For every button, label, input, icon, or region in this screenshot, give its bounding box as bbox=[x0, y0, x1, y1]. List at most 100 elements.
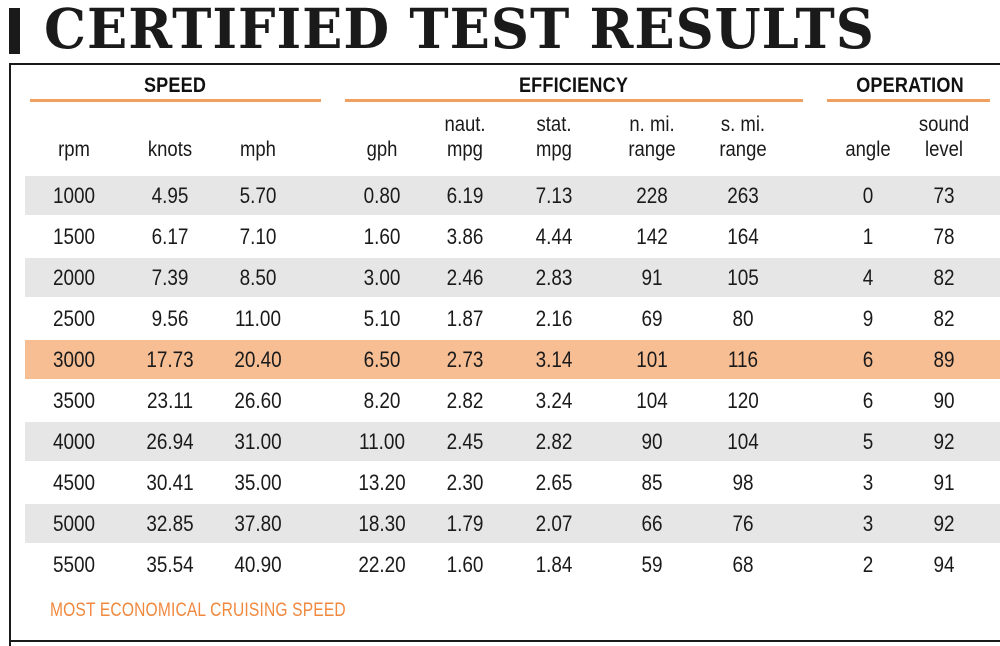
column-header-line2: range bbox=[719, 138, 767, 161]
table-row: 3500 23.11 26.60 8.20 2.82 3.24 104 120 6 90 bbox=[25, 381, 1000, 420]
table-cell-mph: 37.80 bbox=[234, 511, 282, 536]
table-cell-knots: 9.56 bbox=[151, 306, 189, 331]
table-cell-naut-mpg: 1.60 bbox=[446, 552, 484, 577]
table-cell-angle: 6 bbox=[862, 388, 874, 413]
table-cell-naut-mpg: 1.87 bbox=[446, 306, 484, 331]
column-header-line2: mpg bbox=[536, 138, 572, 161]
table-cell-sound-level: 78 bbox=[933, 224, 955, 249]
table-cell-mph: 11.00 bbox=[235, 306, 281, 331]
table-cell-naut-mpg: 6.19 bbox=[446, 183, 484, 208]
table-cell-sound-level: 91 bbox=[933, 470, 955, 495]
table-cell-gph: 1.60 bbox=[363, 224, 401, 249]
table-cell-s-mi-range: 98 bbox=[732, 470, 754, 495]
title-accent-bar bbox=[9, 8, 20, 54]
column-header-line2: mph bbox=[240, 138, 276, 161]
column-header-s-mi-range: s. mi. range bbox=[703, 112, 782, 162]
table-cell-sound-level: 82 bbox=[933, 306, 955, 331]
table-cell-n-mi-range: 85 bbox=[641, 470, 663, 495]
table-cell-s-mi-range: 263 bbox=[727, 183, 759, 208]
table-cell-sound-level: 90 bbox=[933, 388, 955, 413]
table-cell-rpm: 3000 bbox=[52, 347, 96, 372]
column-header-line2: angle bbox=[845, 138, 891, 161]
table-cell-gph: 18.30 bbox=[358, 511, 406, 536]
table-cell-n-mi-range: 101 bbox=[636, 347, 668, 372]
table-cell-n-mi-range: 69 bbox=[641, 306, 663, 331]
column-header-line1: n. mi. bbox=[629, 113, 675, 136]
column-header-line2: knots bbox=[147, 138, 193, 161]
table-cell-knots: 26.94 bbox=[146, 429, 194, 454]
table-cell-mph: 7.10 bbox=[239, 224, 277, 249]
table-cell-s-mi-range: 116 bbox=[727, 347, 759, 372]
column-header-line2: mpg bbox=[447, 138, 483, 161]
bottom-rule bbox=[9, 640, 1000, 642]
table-row-highlighted: 3000 17.73 20.40 6.50 2.73 3.14 101 116 6 89 bbox=[25, 340, 1000, 379]
table-cell-s-mi-range: 80 bbox=[732, 306, 754, 331]
table-cell-s-mi-range: 104 bbox=[727, 429, 759, 454]
group-underline-speed bbox=[30, 99, 321, 102]
table-cell-knots: 30.41 bbox=[146, 470, 194, 495]
table-cell-angle: 1 bbox=[862, 224, 874, 249]
table-cell-gph: 22.20 bbox=[358, 552, 406, 577]
table-cell-gph: 0.80 bbox=[363, 183, 401, 208]
table-cell-n-mi-range: 142 bbox=[636, 224, 668, 249]
table-cell-rpm: 5000 bbox=[52, 511, 96, 536]
left-rule bbox=[9, 63, 11, 646]
page-title: CERTIFIED TEST RESULTS bbox=[44, 0, 875, 61]
table-cell-naut-mpg: 3.86 bbox=[446, 224, 484, 249]
column-header-rpm: rpm bbox=[34, 112, 113, 162]
table-cell-gph: 13.20 bbox=[358, 470, 406, 495]
table-row: 4000 26.94 31.00 11.00 2.45 2.82 90 104 5 92 bbox=[25, 422, 1000, 461]
title-bar: CERTIFIED TEST RESULTS bbox=[0, 0, 1000, 62]
group-label-efficiency: EFFICIENCY bbox=[518, 74, 629, 97]
group-label-operation: OPERATION bbox=[856, 74, 964, 97]
table-row: 2500 9.56 11.00 5.10 1.87 2.16 69 80 9 82 bbox=[25, 299, 1000, 338]
column-header-line1 bbox=[828, 112, 907, 137]
table-cell-s-mi-range: 164 bbox=[727, 224, 759, 249]
table-cell-n-mi-range: 66 bbox=[641, 511, 663, 536]
table-cell-sound-level: 82 bbox=[933, 265, 955, 290]
column-header-knots: knots bbox=[130, 112, 209, 162]
column-header-line1: stat. bbox=[536, 113, 572, 136]
table-cell-mph: 5.70 bbox=[239, 183, 277, 208]
table-cell-mph: 26.60 bbox=[234, 388, 282, 413]
column-header-stat-mpg: stat. mpg bbox=[514, 112, 593, 162]
table-cell-sound-level: 89 bbox=[933, 347, 955, 372]
table-cell-naut-mpg: 2.30 bbox=[446, 470, 484, 495]
table-cell-angle: 0 bbox=[862, 183, 874, 208]
table-cell-rpm: 4000 bbox=[52, 429, 96, 454]
column-header-line1 bbox=[34, 112, 113, 137]
table-cell-s-mi-range: 120 bbox=[727, 388, 759, 413]
table-row: 2000 7.39 8.50 3.00 2.46 2.83 91 105 4 82 bbox=[25, 258, 1000, 297]
table-cell-gph: 3.00 bbox=[363, 265, 401, 290]
table-cell-angle: 5 bbox=[862, 429, 874, 454]
table-cell-mph: 8.50 bbox=[239, 265, 277, 290]
table-cell-rpm: 2500 bbox=[52, 306, 96, 331]
table-cell-n-mi-range: 104 bbox=[636, 388, 668, 413]
column-header-angle: angle bbox=[828, 112, 907, 162]
table-cell-rpm: 1000 bbox=[52, 183, 96, 208]
table-cell-stat-mpg: 3.24 bbox=[535, 388, 573, 413]
table-cell-sound-level: 92 bbox=[933, 511, 955, 536]
top-rule bbox=[9, 63, 1000, 65]
column-header-line2: range bbox=[628, 138, 676, 161]
table-cell-angle: 2 bbox=[862, 552, 874, 577]
table-row: 5000 32.85 37.80 18.30 1.79 2.07 66 76 3 92 bbox=[25, 504, 1000, 543]
table-cell-angle: 3 bbox=[862, 470, 874, 495]
table-cell-knots: 6.17 bbox=[151, 224, 189, 249]
table-cell-naut-mpg: 2.73 bbox=[446, 347, 484, 372]
column-header-line2: level bbox=[924, 138, 964, 161]
results-table: 1000 4.95 5.70 0.80 6.19 7.13 228 263 0 73 1500 6.1… bbox=[25, 176, 1000, 586]
footnote-legend: MOST ECONOMICAL CRUISING SPEED bbox=[50, 600, 346, 621]
column-header-naut-mpg: naut. mpg bbox=[425, 112, 504, 162]
table-cell-knots: 17.73 bbox=[146, 347, 194, 372]
table-cell-stat-mpg: 4.44 bbox=[535, 224, 573, 249]
table-cell-rpm: 4500 bbox=[52, 470, 96, 495]
table-cell-stat-mpg: 7.13 bbox=[535, 183, 573, 208]
column-header-sound-level: sound level bbox=[904, 112, 983, 162]
table-row: 4500 30.41 35.00 13.20 2.30 2.65 85 98 3 91 bbox=[25, 463, 1000, 502]
table-cell-s-mi-range: 68 bbox=[732, 552, 754, 577]
table-cell-naut-mpg: 2.45 bbox=[446, 429, 484, 454]
table-cell-stat-mpg: 2.83 bbox=[535, 265, 573, 290]
column-header-line1: s. mi. bbox=[720, 113, 766, 136]
table-cell-angle: 3 bbox=[862, 511, 874, 536]
